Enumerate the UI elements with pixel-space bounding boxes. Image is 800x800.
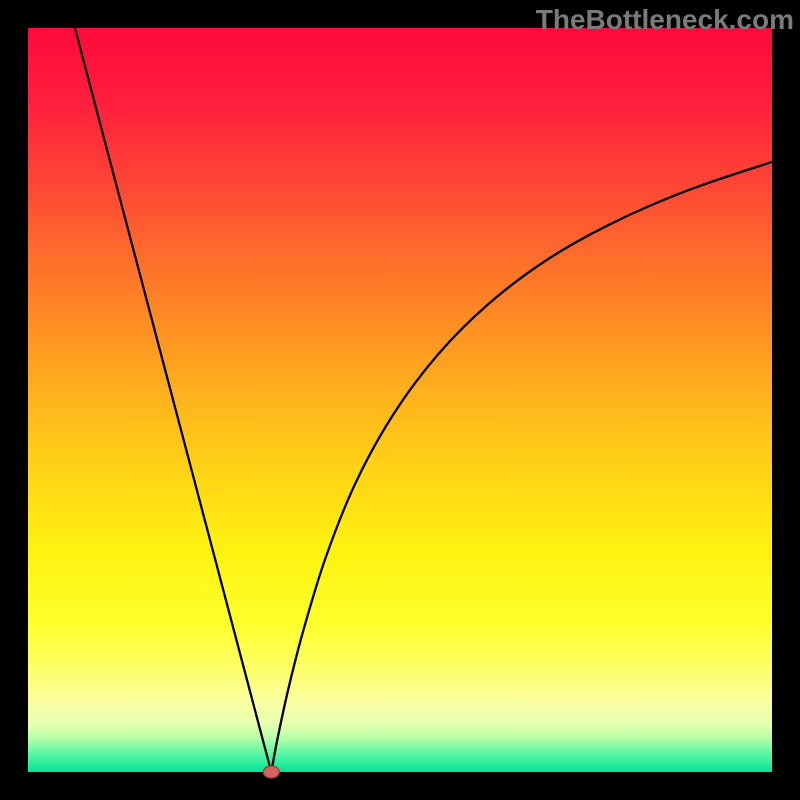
plot-area (28, 28, 772, 772)
bottleneck-marker (263, 766, 279, 778)
watermark-text: TheBottleneck.com (536, 4, 794, 36)
bottleneck-curve (28, 28, 772, 772)
curve-path (75, 28, 772, 772)
chart-container: { "watermark": { "text": "TheBottleneck.… (0, 0, 800, 800)
